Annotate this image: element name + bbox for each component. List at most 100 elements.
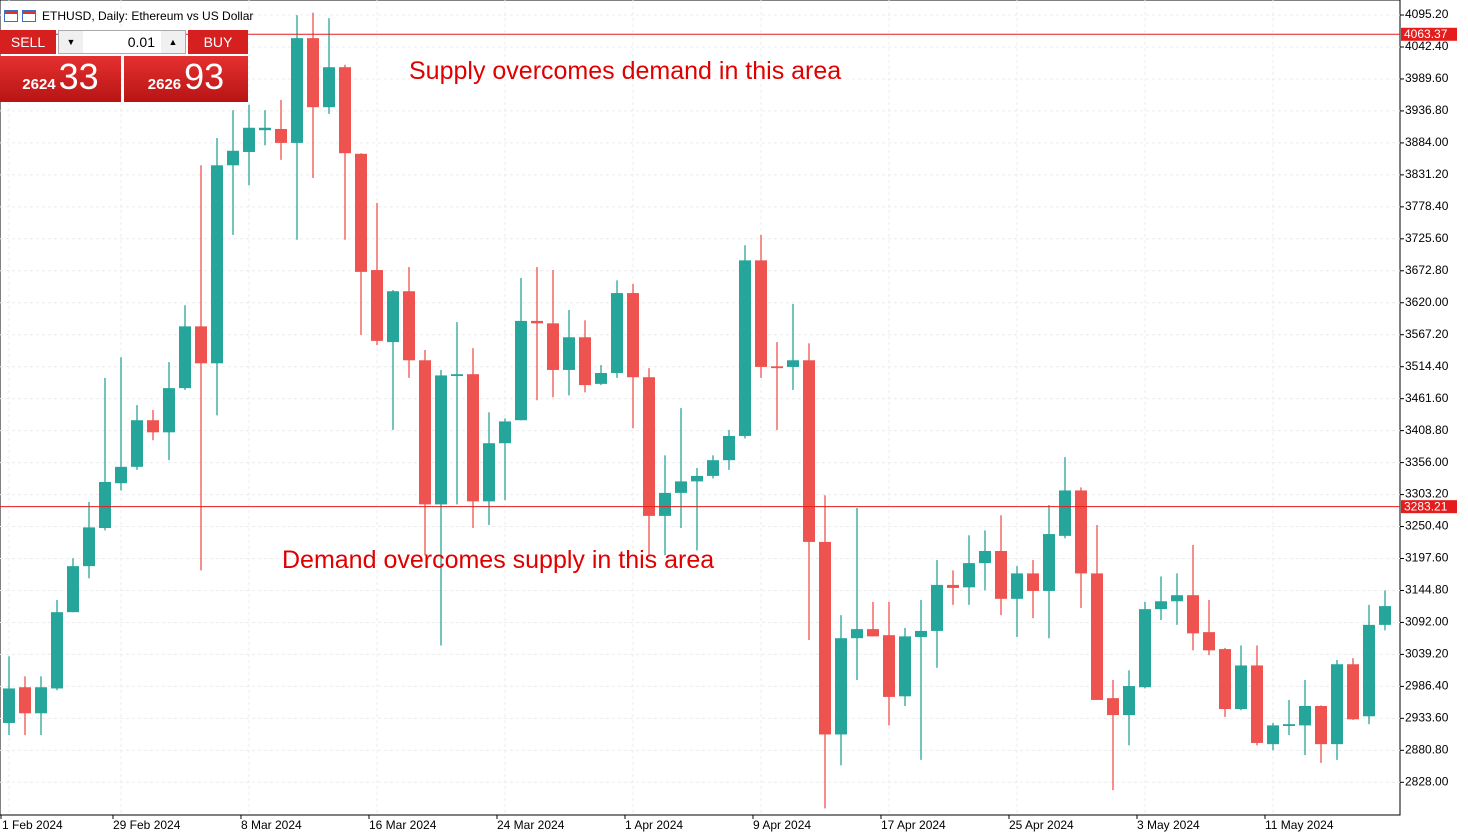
candle-body — [403, 291, 415, 361]
candle-body — [227, 150, 239, 166]
y-tick-label: 3725.60 — [1405, 231, 1449, 245]
y-tick-label: 3356.00 — [1405, 455, 1449, 469]
candle-body — [995, 551, 1007, 599]
x-tick-label: 16 Mar 2024 — [369, 818, 437, 832]
candle-body — [707, 460, 719, 476]
volume-box[interactable]: ▼ 0.01 ▲ — [58, 30, 186, 54]
ask-pips: 93 — [184, 56, 225, 97]
candle-body — [515, 320, 527, 421]
candle-body — [1363, 624, 1375, 717]
candle-body — [547, 323, 559, 370]
candle-body — [499, 421, 511, 444]
candle-body — [115, 466, 127, 484]
volume-down[interactable]: ▼ — [59, 31, 83, 53]
x-tick-label: 9 Apr 2024 — [753, 818, 811, 832]
y-tick-label: 3778.40 — [1405, 199, 1449, 213]
candle-body — [627, 293, 639, 378]
candle-body — [275, 128, 287, 143]
candle-body — [83, 527, 95, 567]
candle-body — [771, 366, 783, 369]
candle-body — [1331, 664, 1343, 745]
chart-title: ETHUSD, Daily: Ethereum vs US Dollar — [42, 9, 254, 23]
x-tick-label: 24 Mar 2024 — [497, 818, 565, 832]
y-tick-label: 3567.20 — [1405, 327, 1449, 341]
candle-body — [1251, 665, 1263, 743]
candle-body — [1027, 573, 1039, 591]
candle-body — [1123, 686, 1135, 716]
candle-body — [595, 372, 607, 384]
candle-body — [1235, 665, 1247, 710]
candle-body — [147, 420, 159, 433]
bid-price[interactable]: 2624 33 — [0, 56, 121, 102]
candle-body — [67, 566, 79, 613]
candle-body — [915, 630, 927, 637]
candle-body — [259, 127, 271, 131]
y-tick-label: 3039.20 — [1405, 647, 1449, 661]
candle-body — [99, 481, 111, 528]
candle-body — [787, 360, 799, 367]
candle-body — [819, 541, 831, 735]
candle-body — [723, 435, 735, 461]
candle-body — [467, 374, 479, 502]
x-tick-label: 29 Feb 2024 — [113, 818, 181, 832]
candle-body — [1315, 706, 1327, 745]
y-tick-label: 3303.20 — [1405, 487, 1449, 501]
price-tag-label: 4063.37 — [1404, 27, 1448, 41]
volume-value[interactable]: 0.01 — [127, 34, 155, 50]
price-tag — [1401, 27, 1457, 41]
candle-body — [131, 420, 143, 467]
candle-body — [1347, 664, 1359, 720]
candle-body — [867, 629, 879, 637]
icon — [4, 10, 18, 22]
candle-body — [803, 360, 815, 542]
bid-pips: 33 — [58, 56, 99, 97]
y-tick-label: 3884.00 — [1405, 135, 1449, 149]
x-tick-label: 17 Apr 2024 — [881, 818, 946, 832]
candle-body — [339, 67, 351, 154]
candle-body — [163, 388, 175, 433]
y-tick-label: 4042.40 — [1405, 39, 1449, 53]
y-tick-label: 4095.20 — [1405, 7, 1449, 21]
candle-body — [1011, 573, 1023, 599]
candle-body — [563, 337, 575, 370]
y-tick-label: 3461.60 — [1405, 391, 1449, 405]
candle-body — [1203, 632, 1215, 651]
x-tick-label: 11 May 2024 — [1265, 818, 1334, 832]
candle-body — [851, 629, 863, 639]
y-tick-label: 3514.40 — [1405, 359, 1449, 373]
candle-body — [899, 636, 911, 697]
candle-body — [1299, 706, 1311, 726]
y-tick-label: 3408.80 — [1405, 423, 1449, 437]
ask-price[interactable]: 2626 93 — [124, 56, 248, 102]
candle-body — [1267, 725, 1279, 745]
candle-body — [1107, 698, 1119, 716]
y-tick-label: 3092.00 — [1405, 615, 1449, 629]
candle-body — [211, 165, 223, 364]
x-tick-label: 3 May 2024 — [1137, 818, 1200, 832]
candle-body — [659, 492, 671, 516]
candle-body — [195, 326, 207, 364]
sell-button[interactable]: SELL — [0, 30, 56, 54]
candle-body — [755, 260, 767, 367]
ask-main: 2626 — [147, 76, 182, 93]
candle-body — [243, 127, 255, 152]
y-tick-label: 3144.80 — [1405, 583, 1449, 597]
icon — [22, 10, 36, 22]
candle-body — [51, 612, 63, 689]
candle-body — [883, 635, 895, 697]
candle-body — [419, 360, 431, 505]
candle-body — [1155, 601, 1167, 610]
y-tick-label: 3672.80 — [1405, 263, 1449, 277]
candle-body — [739, 260, 751, 436]
price-tag — [1401, 500, 1457, 514]
y-tick-label: 2828.00 — [1405, 774, 1449, 788]
volume-up[interactable]: ▲ — [161, 31, 185, 53]
y-tick-label: 3831.20 — [1405, 167, 1449, 181]
candle-body — [579, 337, 591, 386]
candle-body — [947, 584, 959, 588]
buy-button[interactable]: BUY — [188, 30, 248, 54]
candle-body — [1091, 573, 1103, 700]
candle-body — [35, 687, 47, 714]
